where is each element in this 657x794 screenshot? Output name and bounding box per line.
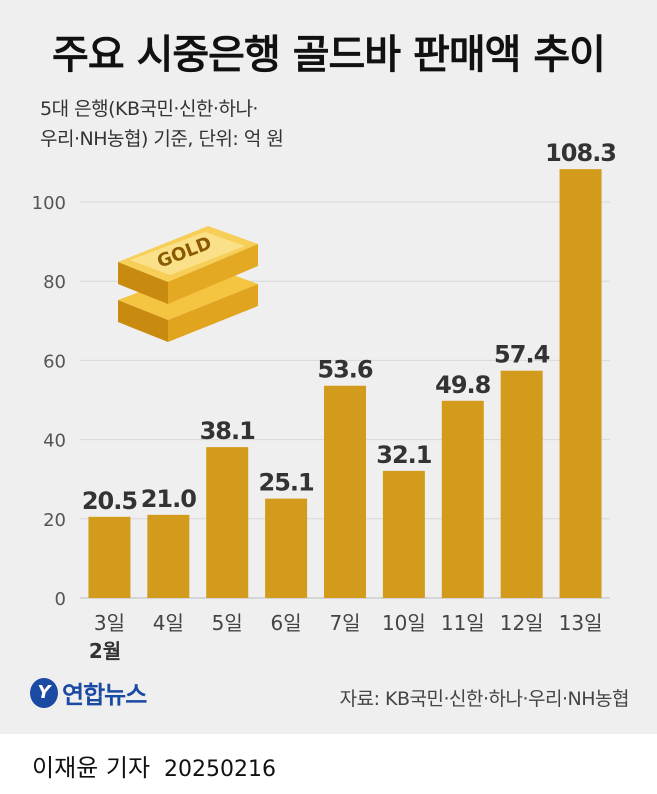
bar xyxy=(559,169,602,598)
bar-value-label: 32.1 xyxy=(376,441,432,469)
x-tick-label: 10일 xyxy=(382,611,426,635)
bar-chart: GOLD 20.5 21.0 38.125.1 53.6 32.1 49.857.4 108… xyxy=(32,139,617,663)
subtitle-line-2: 우리·NH농협) 기준, 단위: 억 원 xyxy=(40,128,284,150)
bars xyxy=(88,169,602,598)
bar xyxy=(88,516,131,598)
bar xyxy=(500,370,543,598)
source-note: 자료: KB국민·신한·하나·우리·NH농협 xyxy=(339,688,630,710)
bar xyxy=(147,514,190,598)
reporter-name: 이재윤 기자 xyxy=(32,754,151,782)
bar-value-label: 49.8 xyxy=(435,371,491,399)
x-axis-ticks: 3일 4일 5일 6일 7일 10일 11일 12일 13일 xyxy=(94,611,603,635)
x-tick-label: 3일 xyxy=(94,611,125,635)
y-tick-label: 20 xyxy=(43,510,66,531)
bar xyxy=(441,400,484,598)
x-tick-label: 7일 xyxy=(329,611,360,635)
logo-mark-icon: Y xyxy=(30,677,58,708)
x-tick-label: 11일 xyxy=(441,611,485,635)
bar xyxy=(324,385,366,598)
bar-value-label: 57.4 xyxy=(494,341,550,369)
value-labels: 20.5 21.0 38.125.1 53.6 32.1 49.857.4 108.3 xyxy=(82,139,617,515)
y-tick-label: 100 xyxy=(32,193,66,214)
credit: 이재윤 기자 20250216 xyxy=(32,748,276,783)
y-axis-ticks: 0 20 40 60 80 100 xyxy=(32,193,66,610)
logo-text: 연합뉴스 xyxy=(62,681,147,709)
bar xyxy=(265,498,308,598)
bar xyxy=(382,470,425,598)
bar-value-label: 108.3 xyxy=(545,139,616,167)
x-tick-label: 13일 xyxy=(559,611,603,635)
month-label: 2월 xyxy=(89,639,121,663)
x-tick-label: 12일 xyxy=(500,611,544,635)
gold-bar-icon: GOLD xyxy=(118,226,258,342)
subtitle-line-1: 5대 은행(KB국민·신한·하나· xyxy=(40,98,258,120)
y-tick-label: 40 xyxy=(43,431,66,452)
bar-value-label: 20.5 xyxy=(82,487,138,515)
bar xyxy=(206,447,249,598)
bar-value-label: 38.1 xyxy=(200,417,256,445)
y-tick-label: 80 xyxy=(43,272,66,293)
bar-value-label: 53.6 xyxy=(317,356,373,384)
bar-value-label: 25.1 xyxy=(259,469,315,497)
x-tick-label: 4일 xyxy=(153,611,184,635)
bar-value-label: 21.0 xyxy=(141,485,197,513)
x-tick-label: 6일 xyxy=(271,611,302,635)
chart-title: 주요 시중은행 골드바 판매액 추이 xyxy=(52,32,606,78)
y-tick-label: 60 xyxy=(43,351,66,372)
x-tick-label: 5일 xyxy=(212,611,243,635)
yonhap-logo: Y 연합뉴스 xyxy=(30,675,147,710)
chart-card: 주요 시중은행 골드바 판매액 추이 5대 은행(KB국민·신한·하나· 우리·… xyxy=(0,0,657,734)
y-tick-label: 0 xyxy=(55,589,66,610)
publish-date: 20250216 xyxy=(164,757,277,782)
